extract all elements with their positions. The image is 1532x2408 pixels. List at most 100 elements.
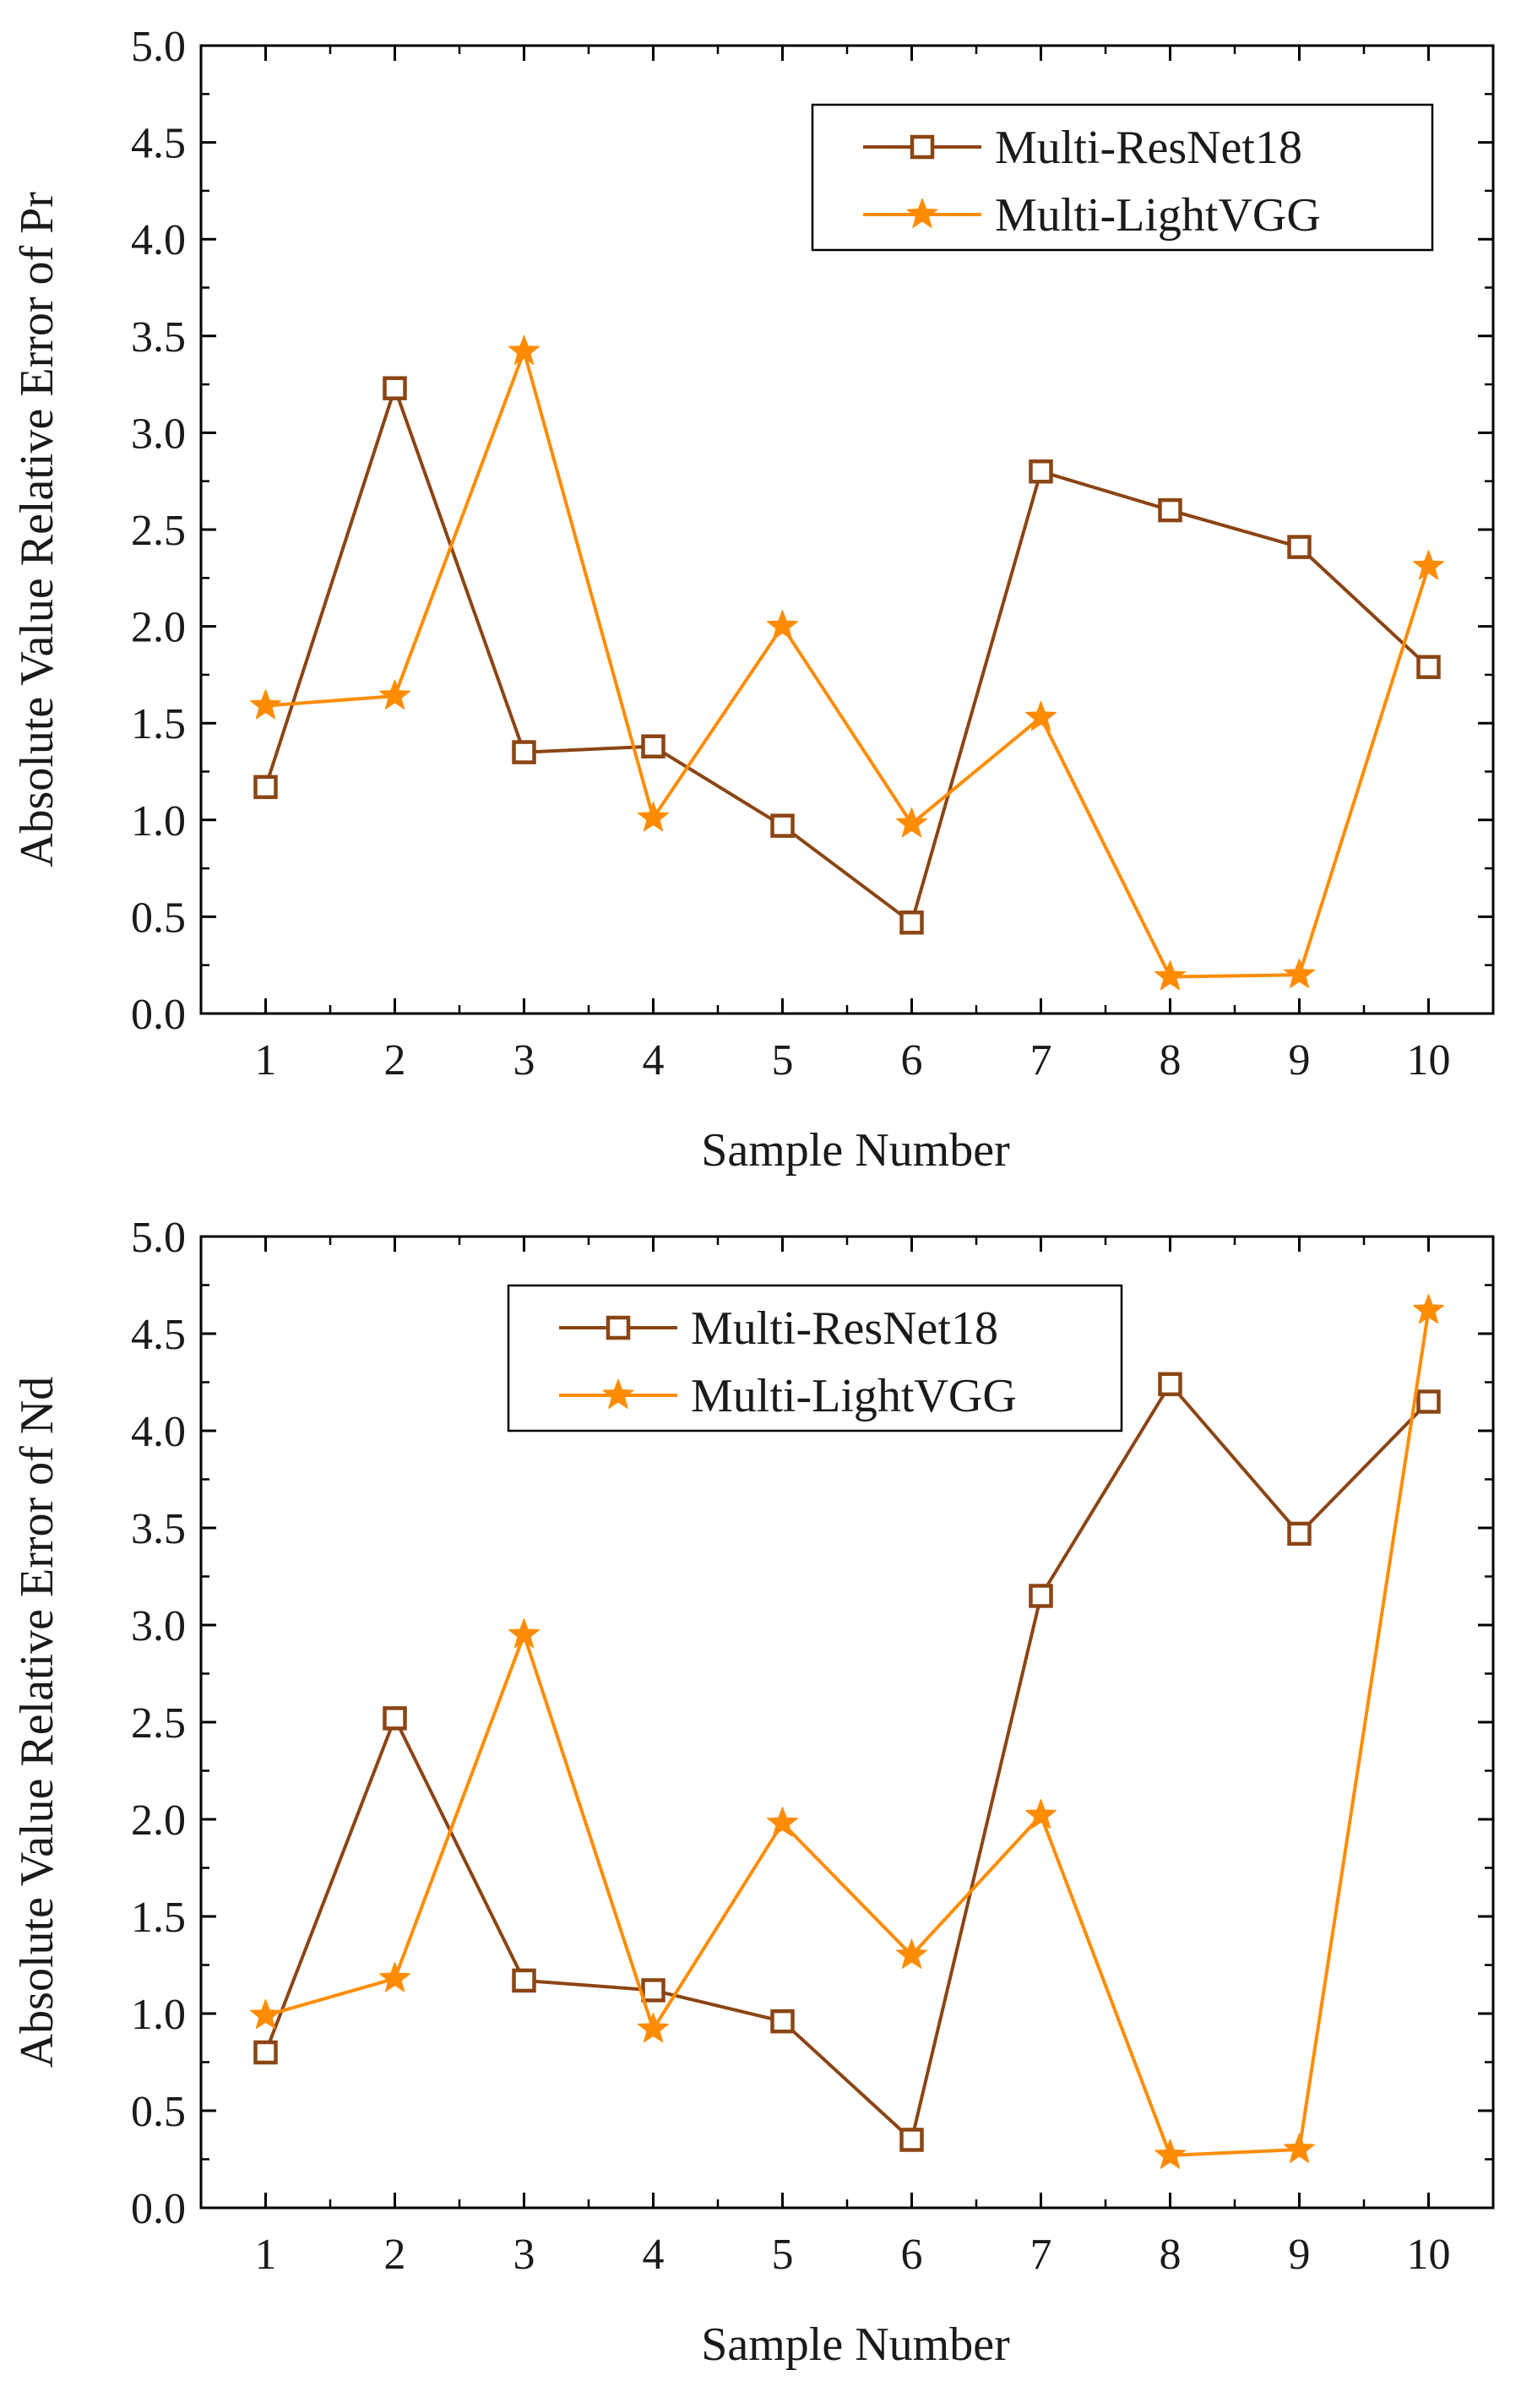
y-tick-label: 5.0 (131, 23, 186, 71)
x-tick-label: 10 (1407, 1036, 1451, 1084)
y-tick-label: 1.5 (131, 1894, 186, 1942)
y-tick-label: 1.0 (131, 1991, 186, 2039)
data-point (1024, 1798, 1057, 1829)
data-point (895, 807, 928, 838)
data-point (249, 1998, 282, 2030)
data-point (770, 2008, 795, 2034)
y-tick-label: 1.0 (131, 797, 186, 845)
series-line (263, 386, 1430, 925)
x-tick-label: 4 (643, 1036, 665, 1084)
series-line (264, 1310, 1431, 2157)
data-point (383, 1706, 407, 1731)
y-tick-label: 4.0 (131, 1408, 186, 1456)
data-point (383, 376, 407, 400)
data-point (637, 2012, 670, 2043)
y-tick-label: 0.5 (131, 894, 186, 942)
data-point (1287, 535, 1312, 559)
x-tick-label: 8 (1160, 1036, 1182, 1084)
data-point (512, 740, 536, 764)
y-tick-label: 3.0 (131, 410, 186, 458)
data-point (766, 1807, 799, 1837)
data-point (899, 910, 924, 935)
data-point (249, 689, 282, 720)
y-tick-label: 4.5 (131, 1311, 186, 1359)
x-tick-label: 6 (901, 1036, 923, 1084)
legend-swatch-marker (910, 134, 935, 160)
data-point (1158, 1372, 1182, 1397)
chart-panel-1: 0.0 0.5 1.0 1.5 2.0 2.5 3.0 3.5 4.0 4.5 5.0 1 2 3 4 5 6 7… (11, 23, 1495, 1177)
x-tick-label: 4 (643, 2231, 665, 2279)
data-point (1412, 1293, 1445, 1324)
legend: Multi-ResNet18 Multi-LightVGG (811, 103, 1434, 252)
y-tick-label: 2.5 (131, 507, 186, 555)
x-tick-label: 10 (1407, 2231, 1451, 2279)
data-point (895, 1938, 928, 1969)
x-tick-label: 1 (255, 1036, 277, 1084)
legend-label: Multi-LightVGG (691, 1370, 1017, 1422)
data-point (641, 734, 665, 758)
y-tick-label: 0.0 (131, 2185, 186, 2233)
y-tick-label: 3.5 (131, 313, 186, 361)
y-tick-label: 4.5 (131, 120, 186, 168)
y-tick-label: 1.5 (131, 700, 186, 748)
x-tick-label: 5 (772, 1036, 794, 1084)
legend-swatch-marker (602, 1378, 634, 1409)
y-axis-label: Absolute Value Relative Error of Pr (11, 192, 63, 867)
data-point (1416, 655, 1441, 679)
series-multi-resnet18 (253, 1372, 1441, 2152)
data-point (1158, 497, 1182, 523)
data-point (378, 679, 411, 709)
x-tick-label: 5 (772, 2231, 794, 2279)
y-tick-label: 2.0 (131, 604, 186, 652)
data-point (770, 813, 795, 838)
y-tick-label: 5.0 (131, 1214, 186, 1262)
x-tick-label: 1 (255, 2231, 277, 2279)
x-tick-label: 2 (384, 1036, 406, 1084)
data-point (512, 1968, 536, 1993)
x-tick-label: 7 (1030, 2231, 1052, 2279)
series-multi-lightvgg (249, 1293, 1445, 2169)
data-point (253, 2040, 278, 2065)
x-tick-label: 3 (513, 1036, 535, 1084)
data-point (1283, 958, 1316, 988)
x-tick-label: 8 (1160, 2231, 1182, 2279)
data-point (766, 610, 799, 640)
data-point (1024, 700, 1057, 731)
legend-label: Multi-LightVGG (995, 189, 1321, 242)
y-tick-label: 2.5 (131, 1699, 186, 1748)
y-tick-label: 2.0 (131, 1796, 186, 1845)
y-tick-label: 3.5 (131, 1505, 186, 1553)
data-point (1416, 1389, 1441, 1414)
data-point (641, 1978, 665, 2003)
legend-swatch-marker (606, 1315, 631, 1340)
x-tick-label: 2 (384, 2231, 406, 2279)
data-point (378, 1962, 411, 1992)
x-tick-label: 9 (1289, 1036, 1311, 1084)
series-multi-resnet18 (253, 376, 1441, 935)
y-tick-label: 0.5 (131, 2088, 186, 2136)
series-line (263, 1382, 1430, 2142)
data-point (1029, 459, 1053, 484)
legend: Multi-ResNet18 Multi-LightVGG (507, 1284, 1123, 1432)
data-point (899, 2128, 924, 2152)
y-tick-label: 4.0 (131, 216, 186, 264)
data-point (637, 802, 670, 832)
legend-label: Multi-ResNet18 (995, 122, 1302, 174)
data-point (508, 1618, 541, 1649)
data-point (1412, 550, 1445, 580)
data-point (1287, 1521, 1312, 1546)
data-point (1029, 1584, 1053, 1608)
x-tick-label: 6 (901, 2231, 923, 2279)
x-tick-label: 7 (1030, 1036, 1052, 1084)
series-line (265, 350, 1431, 979)
chart-panel-2: 0.0 0.5 1.0 1.5 2.0 2.5 3.0 3.5 4.0 4.5 5.0 1 2 3 4 5 6 7… (11, 1214, 1495, 2371)
data-point (1283, 2133, 1316, 2163)
data-point (1154, 2139, 1187, 2169)
series-multi-lightvgg (249, 334, 1445, 991)
data-point (253, 775, 278, 800)
x-tick-label: 3 (513, 2231, 535, 2279)
x-axis-label: Sample Number (701, 1124, 1010, 1177)
data-point (508, 334, 541, 365)
